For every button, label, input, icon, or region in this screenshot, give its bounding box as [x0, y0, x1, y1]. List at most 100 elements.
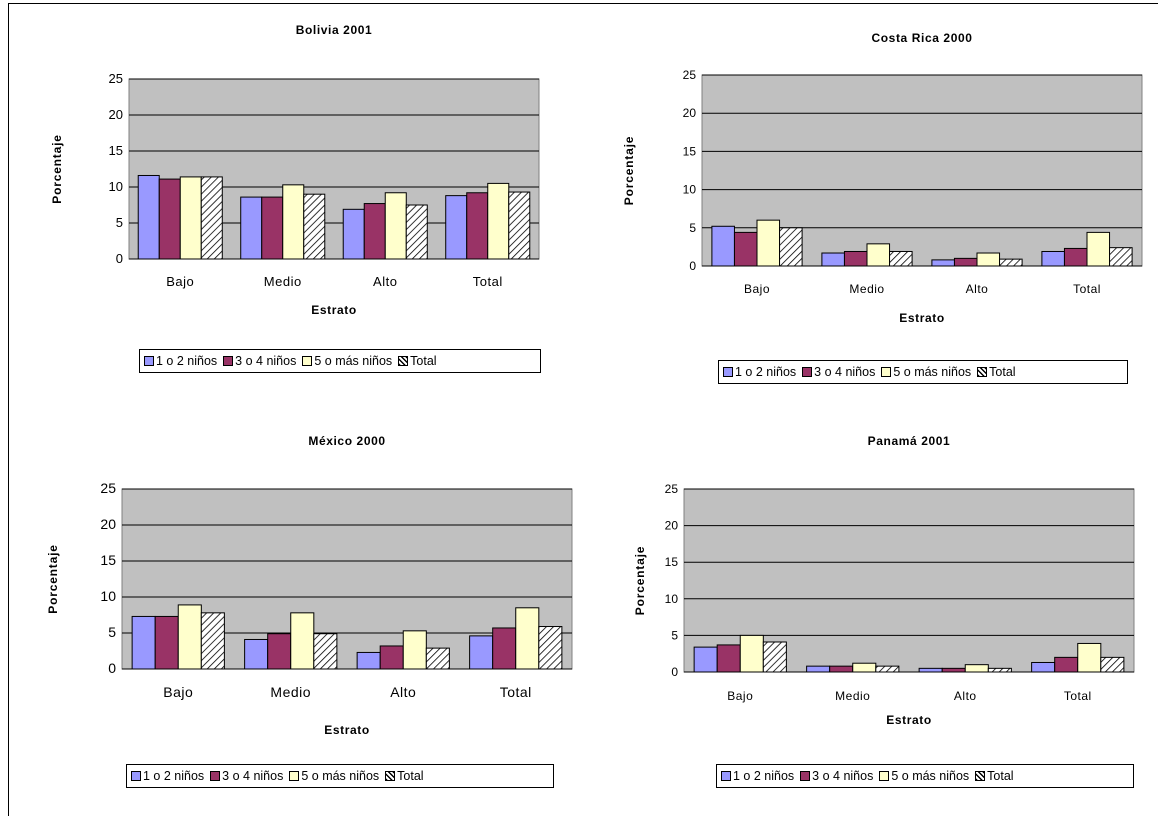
bar — [200, 612, 225, 670]
y-tick-label: 10 — [109, 179, 123, 194]
bar — [466, 192, 489, 260]
x-axis-label: Estrato — [886, 713, 932, 727]
legend-swatch — [385, 771, 396, 781]
y-tick-label: 0 — [116, 251, 123, 266]
legend-swatch — [881, 367, 892, 377]
legend-item: Total — [977, 365, 1016, 379]
legend-label: 1 o 2 niños — [143, 769, 205, 783]
legend-swatch — [144, 356, 154, 366]
bar — [779, 227, 803, 267]
x-axis-label: Estrato — [324, 723, 370, 737]
bar — [267, 633, 292, 670]
x-tick-label: Bajo — [166, 274, 194, 289]
y-axis-label: Porcentaje — [633, 546, 647, 615]
bar — [261, 196, 284, 260]
x-tick-label: Alto — [390, 684, 416, 700]
legend-label: 5 o más niños — [893, 365, 972, 379]
bar — [843, 250, 868, 267]
y-tick-label: 15 — [683, 144, 697, 158]
bar — [739, 634, 764, 673]
y-tick-label: 5 — [108, 624, 116, 640]
y-tick-label: 20 — [100, 516, 116, 532]
y-tick-label: 0 — [108, 660, 116, 676]
legend-item: 3 o 4 niños — [223, 354, 296, 368]
bar — [469, 635, 494, 670]
x-tick-label: Bajo — [727, 689, 753, 703]
bar — [240, 196, 263, 260]
bar — [693, 646, 718, 673]
bar — [384, 192, 407, 260]
bar — [733, 231, 758, 267]
x-tick-label: Medio — [270, 684, 311, 700]
x-tick-label: Medio — [264, 274, 302, 289]
y-tick-label: 0 — [671, 665, 678, 679]
x-tick-label: Total — [473, 274, 503, 289]
bar — [866, 243, 891, 267]
legend-item: 5 o más niños — [881, 365, 971, 379]
x-tick-label: Alto — [966, 282, 989, 296]
legend-label: 5 o más niños — [314, 354, 393, 368]
legend-swatch — [879, 771, 890, 781]
legend-swatch — [289, 771, 300, 781]
x-tick-label: Medio — [835, 689, 870, 703]
x-tick-label: Total — [500, 684, 532, 700]
chart-title: Costa Rica 2000 — [871, 31, 972, 45]
bar — [402, 630, 427, 670]
legend-item: 1 o 2 niños — [131, 769, 204, 783]
bar — [313, 633, 338, 670]
bar — [492, 627, 517, 670]
bar — [987, 667, 1012, 673]
chart-panama: Panamá 2001 0 5 10 15 20 25 Bajo Medio Alto Total E… — [599, 414, 1158, 814]
y-tick-label: 15 — [109, 143, 123, 158]
bar — [303, 193, 326, 260]
bar — [976, 252, 1001, 267]
bar — [244, 638, 269, 670]
bar — [177, 604, 202, 670]
legend-swatch — [131, 771, 141, 781]
legend-label: 3 o 4 niños — [814, 365, 876, 379]
legend: 1 o 2 niños 3 o 4 niños 5 o más niños Total — [718, 360, 1128, 384]
bar — [852, 662, 877, 673]
figure-frame: Bolivia 2001 0 5 10 15 20 25 Bajo Medio Alto Total… — [8, 3, 1158, 816]
bar — [806, 665, 831, 673]
legend-item: Total — [975, 769, 1014, 783]
y-tick-label: 20 — [683, 106, 697, 120]
bar — [829, 665, 854, 673]
legend-label: Total — [989, 365, 1016, 379]
legend-item: 5 o más niños — [879, 769, 969, 783]
x-tick-label: Bajo — [744, 282, 770, 296]
bar — [918, 667, 943, 673]
legend-label: 1 o 2 niños — [733, 769, 795, 783]
legend: 1 o 2 niños 3 o 4 niños 5 o más niños Total — [126, 764, 554, 788]
y-tick-label: 10 — [100, 588, 116, 604]
y-axis-label: Porcentaje — [622, 136, 636, 205]
bar — [1109, 247, 1133, 267]
legend-label: Total — [987, 769, 1014, 783]
y-tick-label: 25 — [683, 68, 697, 82]
y-tick-label: 0 — [689, 259, 696, 273]
legend-label: Total — [397, 769, 424, 783]
bar — [508, 191, 531, 260]
bar — [1100, 656, 1125, 673]
bar — [1041, 250, 1065, 267]
legend-label: 3 o 4 niños — [235, 354, 297, 368]
x-tick-label: Total — [1073, 282, 1101, 296]
chart-svg: Panamá 2001 0 5 10 15 20 25 Bajo Medio Alto Total E… — [633, 434, 1135, 727]
legend-label: 5 o más niños — [301, 769, 380, 783]
legend-swatch — [398, 356, 409, 366]
y-tick-label: 5 — [671, 628, 678, 642]
legend-item: 3 o 4 niños — [210, 769, 283, 783]
y-axis-label: Porcentaje — [46, 544, 60, 613]
y-tick-label: 25 — [665, 482, 679, 496]
legend-swatch — [302, 356, 313, 366]
legend-item: 1 o 2 niños — [723, 365, 796, 379]
legend-item: Total — [385, 769, 424, 783]
bar — [158, 178, 181, 260]
bar — [538, 626, 563, 670]
bar — [1077, 642, 1102, 673]
y-tick-label: 5 — [689, 221, 696, 235]
x-axis-label: Estrato — [899, 311, 945, 325]
bar — [889, 250, 913, 267]
bar — [999, 258, 1023, 267]
legend-item: 3 o 4 niños — [800, 769, 873, 783]
